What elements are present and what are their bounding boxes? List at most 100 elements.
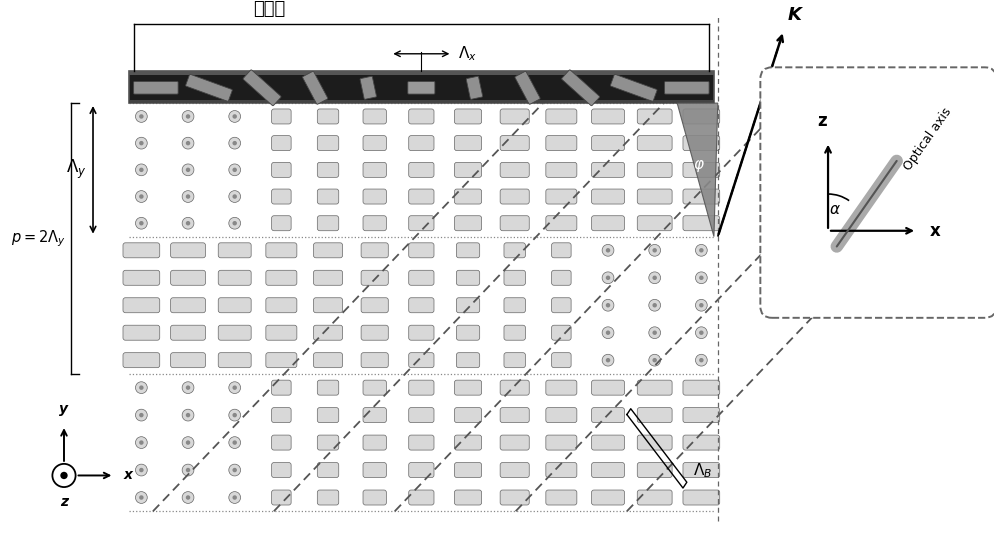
- Circle shape: [606, 330, 610, 335]
- Circle shape: [182, 137, 194, 149]
- FancyBboxPatch shape: [456, 243, 480, 258]
- FancyBboxPatch shape: [456, 325, 480, 340]
- Circle shape: [232, 168, 237, 172]
- Circle shape: [652, 330, 657, 335]
- FancyBboxPatch shape: [454, 136, 482, 151]
- Circle shape: [652, 358, 657, 362]
- Text: x: x: [124, 469, 133, 482]
- FancyBboxPatch shape: [317, 463, 339, 477]
- FancyBboxPatch shape: [317, 216, 339, 231]
- FancyBboxPatch shape: [266, 243, 297, 258]
- FancyBboxPatch shape: [546, 136, 577, 151]
- FancyBboxPatch shape: [592, 463, 624, 477]
- FancyBboxPatch shape: [637, 408, 672, 423]
- Circle shape: [139, 441, 144, 445]
- Circle shape: [186, 385, 190, 390]
- FancyBboxPatch shape: [363, 162, 386, 178]
- FancyBboxPatch shape: [683, 162, 720, 178]
- FancyBboxPatch shape: [409, 216, 434, 231]
- FancyBboxPatch shape: [504, 353, 525, 368]
- FancyBboxPatch shape: [409, 490, 434, 505]
- Circle shape: [182, 218, 194, 229]
- FancyBboxPatch shape: [552, 298, 571, 313]
- FancyBboxPatch shape: [454, 189, 482, 204]
- Circle shape: [232, 413, 237, 418]
- Circle shape: [139, 413, 144, 418]
- FancyBboxPatch shape: [317, 189, 339, 204]
- Circle shape: [232, 385, 237, 390]
- FancyBboxPatch shape: [500, 408, 529, 423]
- Circle shape: [182, 382, 194, 393]
- Circle shape: [695, 272, 707, 284]
- FancyBboxPatch shape: [409, 353, 434, 368]
- FancyBboxPatch shape: [272, 490, 291, 505]
- Circle shape: [139, 385, 144, 390]
- FancyBboxPatch shape: [409, 298, 434, 313]
- Bar: [129, 71, 714, 75]
- FancyBboxPatch shape: [171, 325, 205, 340]
- Circle shape: [135, 492, 147, 504]
- FancyBboxPatch shape: [272, 162, 291, 178]
- FancyBboxPatch shape: [683, 216, 720, 231]
- FancyBboxPatch shape: [454, 463, 482, 477]
- FancyBboxPatch shape: [500, 463, 529, 477]
- Circle shape: [652, 248, 657, 253]
- FancyBboxPatch shape: [592, 189, 624, 204]
- FancyBboxPatch shape: [637, 216, 672, 231]
- FancyBboxPatch shape: [218, 325, 251, 340]
- Circle shape: [699, 276, 704, 280]
- FancyBboxPatch shape: [317, 408, 339, 423]
- FancyBboxPatch shape: [546, 189, 577, 204]
- FancyBboxPatch shape: [546, 380, 577, 395]
- Circle shape: [182, 464, 194, 476]
- Circle shape: [139, 221, 144, 225]
- Circle shape: [182, 164, 194, 176]
- FancyBboxPatch shape: [363, 490, 386, 505]
- Circle shape: [186, 195, 190, 199]
- FancyBboxPatch shape: [456, 298, 480, 313]
- FancyBboxPatch shape: [363, 380, 386, 395]
- FancyBboxPatch shape: [546, 490, 577, 505]
- Circle shape: [229, 137, 241, 149]
- FancyBboxPatch shape: [610, 75, 657, 101]
- Text: $\alpha$: $\alpha$: [829, 202, 841, 216]
- Circle shape: [186, 441, 190, 445]
- Circle shape: [652, 276, 657, 280]
- FancyBboxPatch shape: [317, 435, 339, 450]
- FancyBboxPatch shape: [500, 109, 529, 124]
- FancyBboxPatch shape: [409, 189, 434, 204]
- FancyBboxPatch shape: [123, 353, 160, 368]
- Circle shape: [229, 437, 241, 448]
- FancyBboxPatch shape: [409, 408, 434, 423]
- FancyBboxPatch shape: [361, 298, 388, 313]
- Circle shape: [229, 111, 241, 122]
- Circle shape: [699, 248, 704, 253]
- Circle shape: [232, 114, 237, 119]
- FancyBboxPatch shape: [592, 162, 624, 178]
- Circle shape: [135, 437, 147, 448]
- Circle shape: [139, 468, 144, 472]
- FancyBboxPatch shape: [272, 408, 291, 423]
- Text: 取向层: 取向层: [253, 0, 285, 18]
- Circle shape: [602, 244, 614, 256]
- FancyBboxPatch shape: [123, 298, 160, 313]
- Circle shape: [229, 191, 241, 202]
- FancyBboxPatch shape: [552, 243, 571, 258]
- Circle shape: [606, 248, 610, 253]
- Circle shape: [135, 137, 147, 149]
- FancyBboxPatch shape: [552, 325, 571, 340]
- FancyBboxPatch shape: [171, 243, 205, 258]
- Circle shape: [135, 464, 147, 476]
- FancyBboxPatch shape: [546, 435, 577, 450]
- FancyBboxPatch shape: [266, 270, 297, 286]
- FancyBboxPatch shape: [500, 162, 529, 178]
- Circle shape: [60, 472, 68, 479]
- Circle shape: [229, 492, 241, 504]
- FancyBboxPatch shape: [683, 490, 720, 505]
- FancyBboxPatch shape: [317, 136, 339, 151]
- FancyBboxPatch shape: [409, 380, 434, 395]
- FancyBboxPatch shape: [592, 136, 624, 151]
- Text: $\varphi$: $\varphi$: [693, 158, 705, 174]
- FancyBboxPatch shape: [504, 298, 525, 313]
- FancyBboxPatch shape: [466, 76, 483, 99]
